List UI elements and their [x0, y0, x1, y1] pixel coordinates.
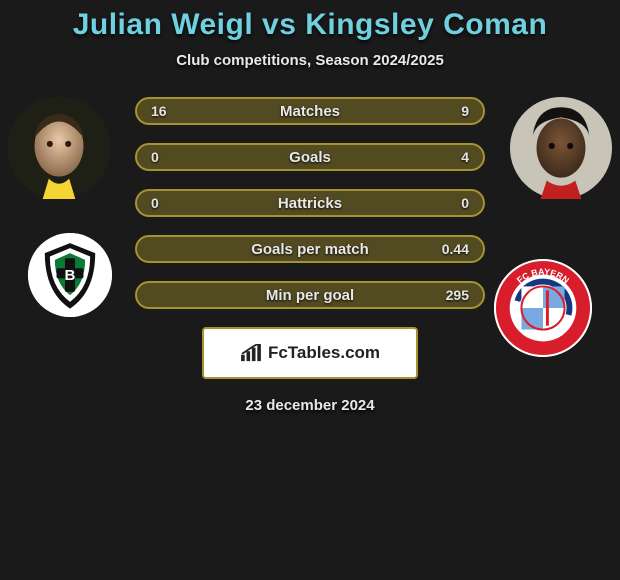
stat-bars: 16 Matches 9 0 Goals 4 0 Hattricks 0 Goa…	[135, 97, 485, 309]
player-right-avatar	[510, 97, 612, 199]
stat-right-value: 4	[433, 149, 469, 165]
stat-label: Goals	[187, 149, 433, 166]
player-left-avatar	[8, 97, 110, 199]
chart-bars-icon	[240, 344, 262, 362]
stat-row: Goals per match 0.44	[135, 235, 485, 263]
stat-row: 0 Hattricks 0	[135, 189, 485, 217]
club-initial: B	[65, 267, 76, 284]
avatar-placeholder-icon	[510, 97, 612, 199]
stat-label: Min per goal	[187, 287, 433, 304]
stat-row: Min per goal 295	[135, 281, 485, 309]
club-badge-icon: FC BAYERN MÜNCHEN	[494, 259, 592, 357]
stat-right-value: 9	[433, 103, 469, 119]
stat-right-value: 295	[433, 287, 469, 303]
stat-label: Hattricks	[187, 195, 433, 212]
stat-right-value: 0	[433, 195, 469, 211]
club-left-badge: B	[28, 233, 112, 317]
stat-left-value: 16	[151, 103, 187, 119]
branding-badge[interactable]: FcTables.com	[202, 327, 418, 379]
date-label: 23 december 2024	[0, 397, 620, 414]
club-badge-icon: B	[28, 233, 112, 317]
stat-label: Goals per match	[187, 241, 433, 258]
page-title: Julian Weigl vs Kingsley Coman	[0, 8, 620, 42]
comparison-card: Julian Weigl vs Kingsley Coman Club comp…	[0, 0, 620, 414]
stat-right-value: 0.44	[433, 241, 469, 257]
stat-row: 0 Goals 4	[135, 143, 485, 171]
club-right-badge: FC BAYERN MÜNCHEN	[494, 259, 592, 357]
branding-text: FcTables.com	[268, 343, 380, 363]
avatar-placeholder-icon	[8, 97, 110, 199]
stats-area: B	[0, 97, 620, 309]
stat-label: Matches	[187, 103, 433, 120]
stat-left-value: 0	[151, 195, 187, 211]
stat-left-value: 0	[151, 149, 187, 165]
subtitle: Club competitions, Season 2024/2025	[0, 52, 620, 69]
stat-row: 16 Matches 9	[135, 97, 485, 125]
